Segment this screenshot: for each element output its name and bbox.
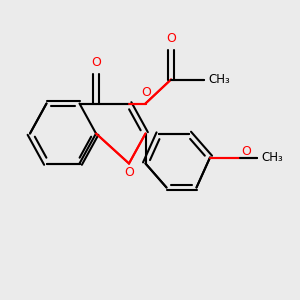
Text: O: O — [124, 167, 134, 179]
Text: O: O — [141, 86, 151, 99]
Text: CH₃: CH₃ — [261, 151, 283, 164]
Text: O: O — [167, 32, 176, 45]
Text: O: O — [91, 56, 101, 69]
Text: CH₃: CH₃ — [208, 73, 230, 86]
Text: O: O — [242, 145, 251, 158]
